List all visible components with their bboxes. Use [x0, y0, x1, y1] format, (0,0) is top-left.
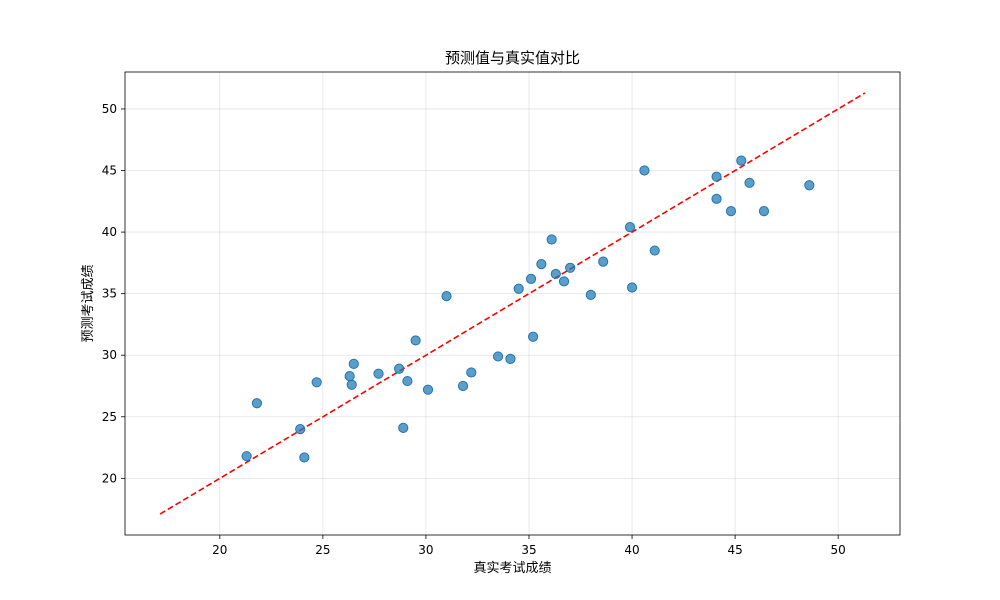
data-point	[744, 177, 755, 188]
data-point	[624, 222, 636, 233]
data-point	[804, 180, 815, 191]
x-tick-label: 25	[315, 543, 330, 557]
data-point	[639, 165, 650, 176]
data-point	[394, 363, 405, 374]
data-point	[558, 276, 570, 287]
data-point	[725, 206, 737, 217]
data-point	[441, 291, 452, 302]
x-tick-label: 30	[418, 543, 433, 557]
y-tick-label: 35	[102, 287, 117, 301]
data-point	[736, 155, 747, 166]
data-point	[299, 452, 310, 463]
data-point	[626, 282, 638, 293]
grid	[125, 72, 900, 535]
data-point	[505, 353, 516, 365]
data-point	[466, 367, 477, 378]
data-point	[346, 379, 357, 390]
data-point	[402, 375, 413, 387]
axis-ticks: 20 25 30 35 40 45 50 20 25 30 35 40 45 50	[102, 102, 846, 557]
data-point	[536, 258, 547, 270]
chart-title: 预测值与真实值对比	[445, 49, 580, 67]
reference-line-layer	[159, 92, 866, 515]
data-point	[758, 206, 770, 217]
reference-line	[159, 92, 866, 515]
y-tick-label: 50	[102, 102, 117, 116]
data-point	[565, 262, 576, 273]
x-axis-label: 真实考试成绩	[473, 561, 551, 576]
data-point	[598, 256, 609, 267]
data-point	[348, 358, 359, 369]
x-tick-label: 20	[212, 543, 227, 557]
data-point	[550, 268, 561, 280]
data-point	[711, 193, 722, 204]
data-point	[492, 351, 504, 362]
data-point	[311, 377, 322, 388]
x-tick-label: 50	[831, 543, 846, 557]
y-tick-label: 40	[102, 225, 117, 239]
data-point	[373, 368, 384, 379]
data-point	[457, 380, 469, 392]
data-point	[546, 234, 557, 245]
data-point	[528, 331, 539, 342]
x-tick-label: 45	[727, 543, 742, 557]
data-points	[241, 155, 815, 463]
x-tick-label: 35	[521, 543, 536, 557]
y-tick-label: 30	[102, 348, 117, 362]
data-point	[241, 451, 252, 462]
data-point	[711, 171, 722, 182]
data-point	[585, 289, 596, 300]
y-tick-label: 45	[102, 164, 117, 178]
data-point	[513, 283, 524, 294]
data-point	[410, 335, 421, 346]
data-point	[649, 245, 660, 256]
y-tick-label: 25	[102, 410, 117, 424]
data-point	[422, 384, 434, 395]
data-point	[251, 398, 263, 409]
data-point	[344, 371, 355, 382]
plot-area-frame	[124, 71, 901, 536]
data-point	[398, 422, 409, 433]
y-axis-label: 预测考试成绩	[81, 264, 96, 342]
data-point	[525, 273, 537, 284]
x-tick-label: 40	[624, 543, 639, 557]
data-point	[295, 424, 306, 435]
y-tick-label: 20	[102, 471, 117, 485]
